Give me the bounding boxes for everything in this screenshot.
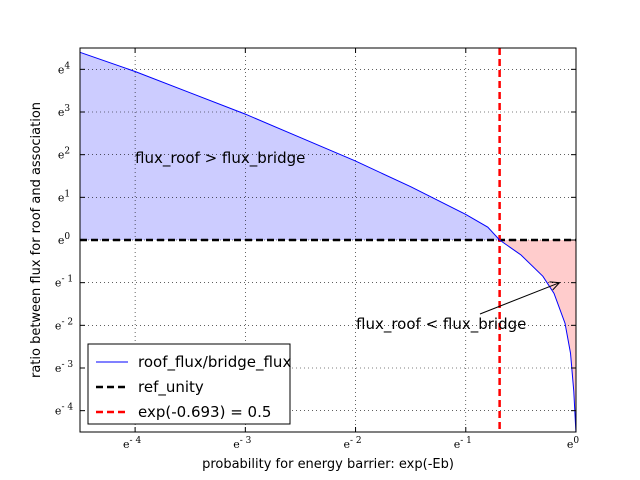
x-tick-label: e- 4: [123, 436, 141, 451]
annotation-arrow: [479, 281, 561, 315]
fill-region-below: [499, 240, 576, 432]
x-tick-label: e- 1: [454, 436, 472, 451]
x-tick-label: e- 2: [343, 436, 361, 451]
y-tick-label: e- 3: [55, 360, 73, 375]
legend-label-threshold: exp(-0.693) = 0.5: [138, 403, 271, 421]
legend: roof_flux/bridge_flux ref_unity exp(-0.6…: [87, 343, 291, 425]
annotation-above: flux_roof > flux_bridge: [135, 149, 305, 168]
legend-box: [87, 343, 291, 425]
y-tick-label: e- 1: [55, 275, 73, 290]
y-tick-label: e4: [58, 61, 71, 76]
x-axis-label: probability for energy barrier: exp(-Eb): [202, 457, 454, 472]
legend-label-curve: roof_flux/bridge_flux: [138, 353, 291, 372]
fill-region-above: [80, 52, 500, 241]
y-tick-label: e- 4: [55, 403, 73, 418]
legend-label-ref: ref_unity: [138, 378, 204, 397]
tick-labels: e- 4 e- 3 e- 2 e- 1 e0 e4 e3 e2 e1 e0 e- 1 e- 2 e- 3…: [55, 61, 579, 451]
y-tick-label: e- 2: [55, 317, 73, 332]
arrow-head: [549, 281, 561, 291]
arrow-shaft: [479, 282, 560, 315]
series-lines: [79, 48, 577, 433]
annotation-below: flux_roof < flux_bridge: [356, 315, 526, 334]
y-tick-label: e2: [58, 147, 70, 162]
y-tick-label: e0: [58, 232, 71, 247]
y-axis-label: ratio between flux for roof and associat…: [29, 102, 44, 378]
y-tick-label: e1: [58, 189, 70, 204]
series-curve: [79, 51, 577, 433]
x-tick-label: e- 3: [233, 436, 251, 451]
x-tick-label: e0: [567, 436, 580, 451]
axis-ticks: [80, 48, 577, 432]
y-tick-label: e3: [58, 104, 71, 119]
fill-regions: [80, 52, 576, 432]
